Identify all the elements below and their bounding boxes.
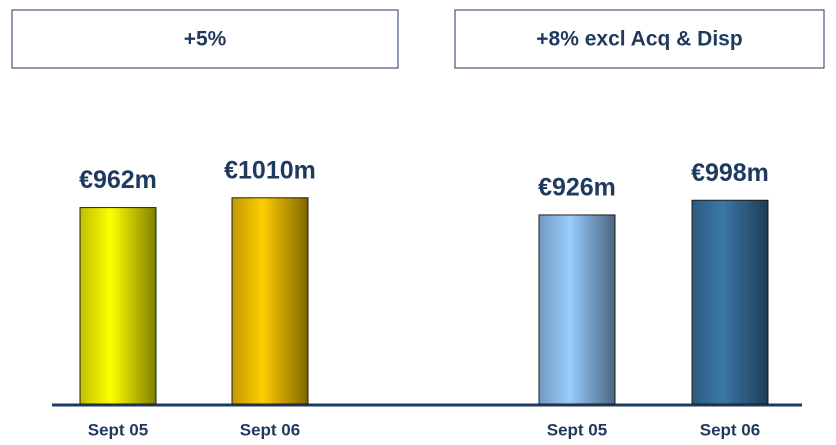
bar-shade bbox=[692, 200, 768, 404]
category-label: Sept 06 bbox=[700, 420, 760, 439]
title-box bbox=[454, 9, 825, 69]
title: +5% bbox=[184, 28, 227, 51]
title: +8% excl Acq & Disp bbox=[536, 28, 742, 51]
bar-shade bbox=[232, 197, 308, 404]
category-label: Sept 05 bbox=[547, 420, 607, 439]
value-label: €926m bbox=[538, 174, 616, 202]
value-label: €998m bbox=[691, 159, 769, 187]
bar-shade bbox=[80, 207, 156, 404]
value-label: €962m bbox=[79, 166, 157, 194]
category-label: Sept 06 bbox=[240, 420, 300, 439]
bar-shade bbox=[539, 214, 615, 404]
value-label: €1010m bbox=[224, 156, 316, 184]
title-box bbox=[11, 9, 399, 69]
category-label: Sept 05 bbox=[88, 420, 148, 439]
